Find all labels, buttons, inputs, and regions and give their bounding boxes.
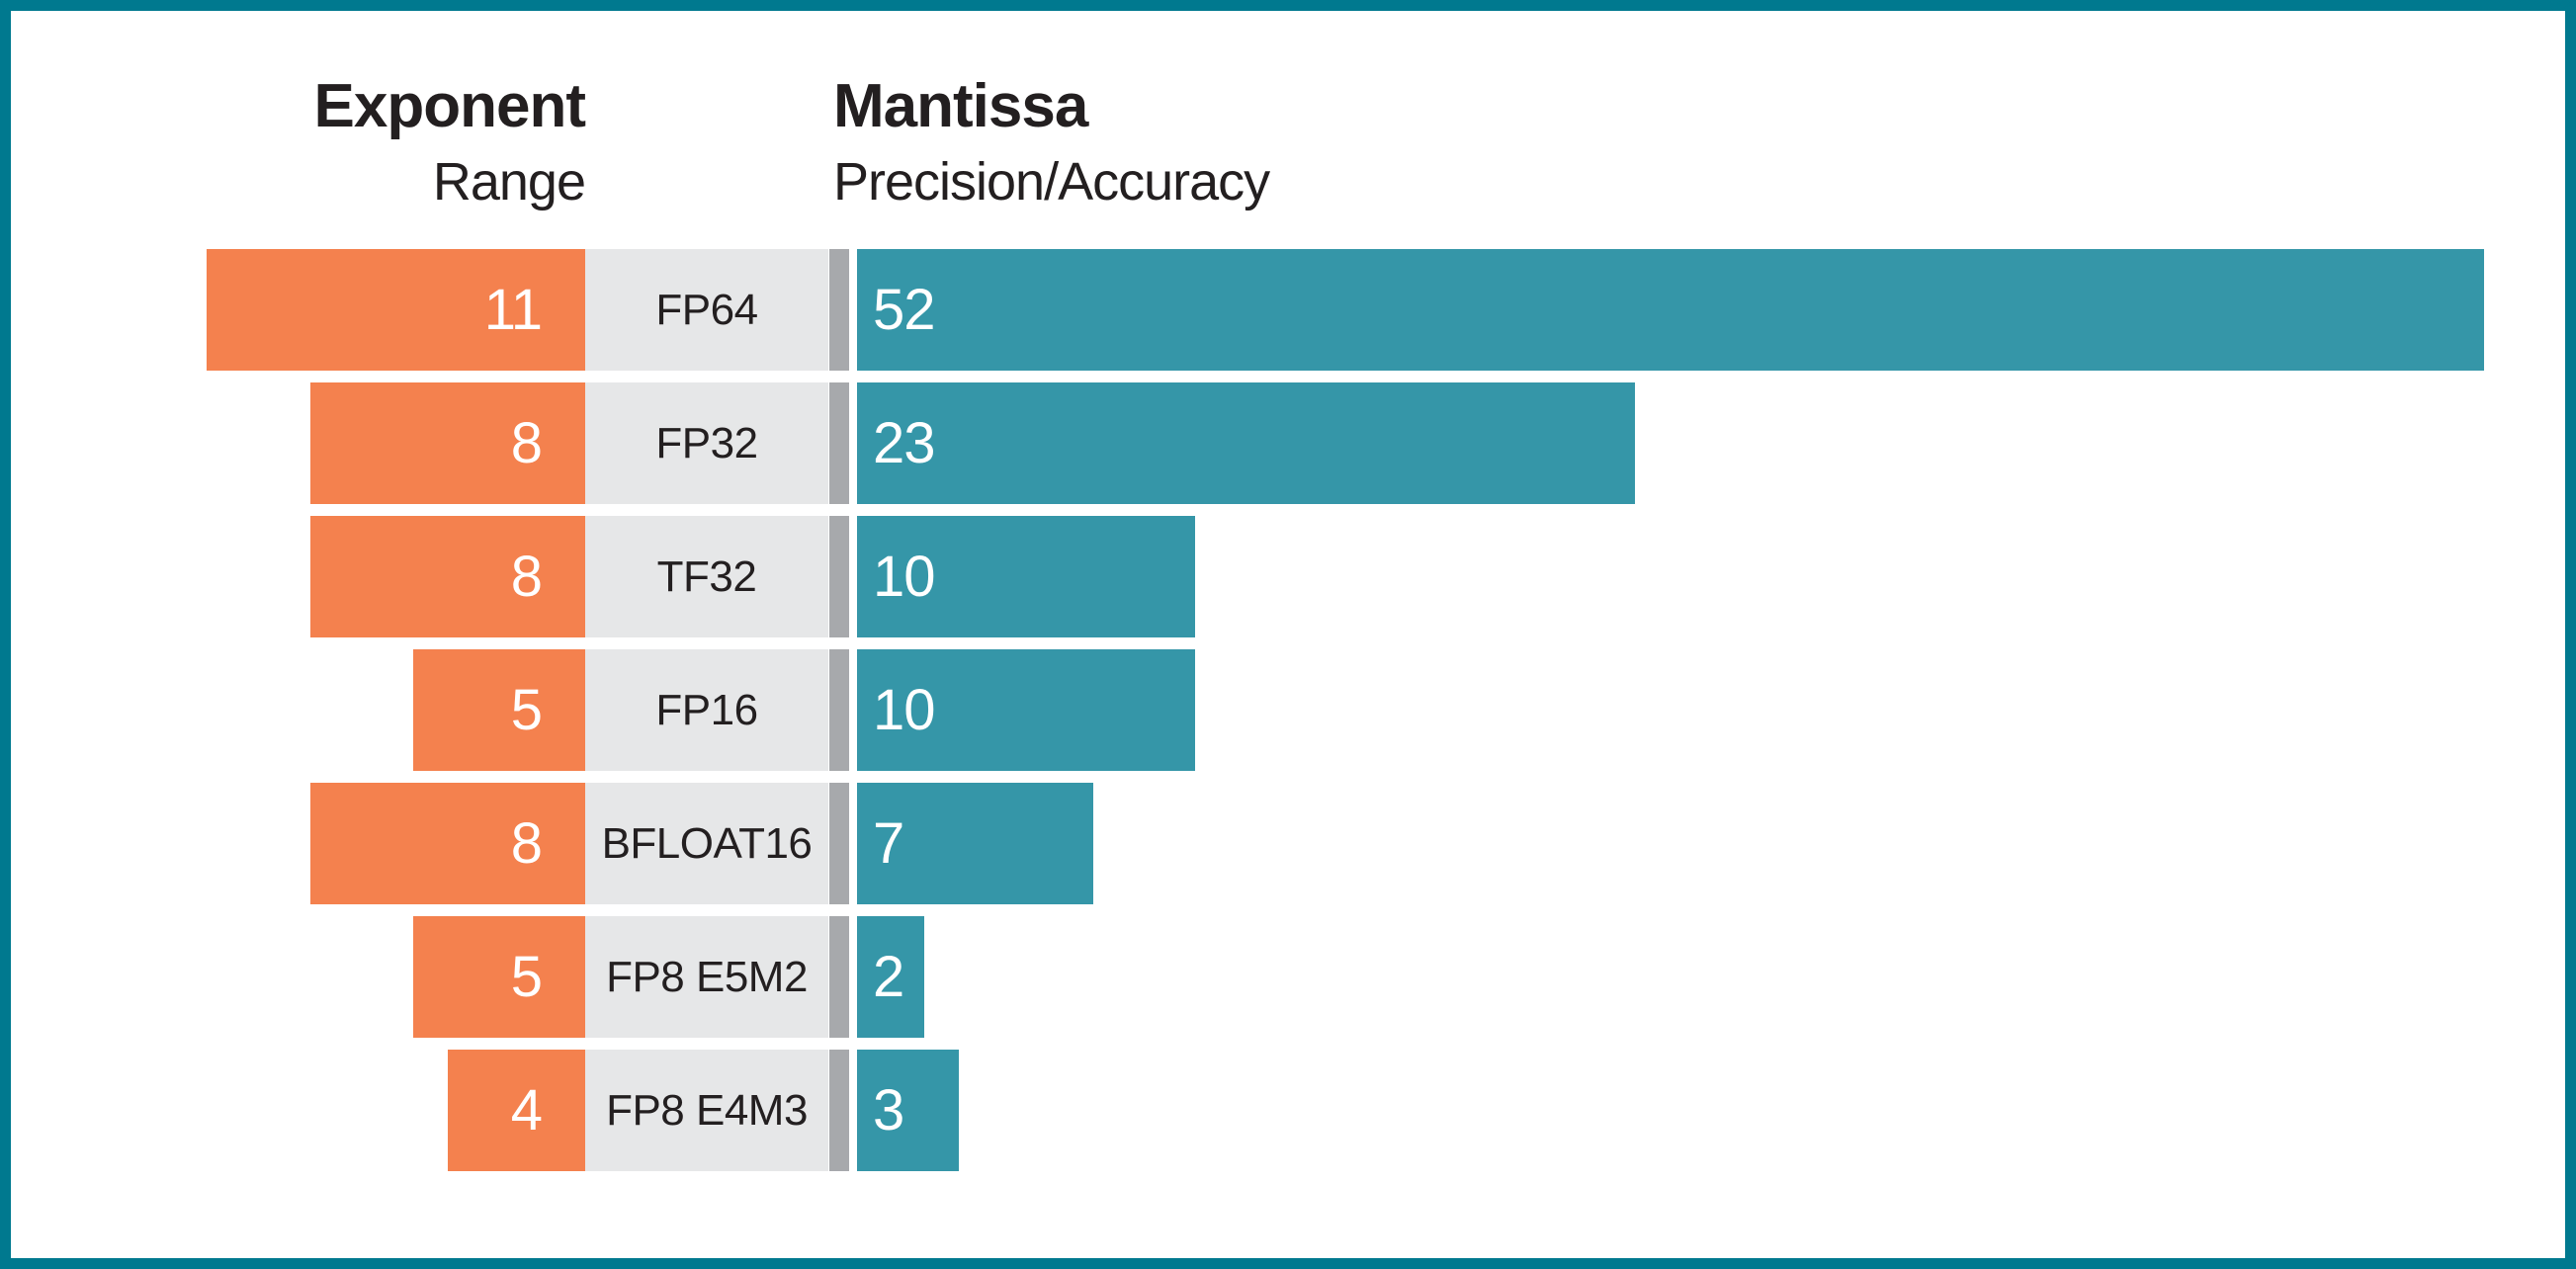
format-row-fp64: 11 FP64 52 — [11, 249, 2565, 371]
exponent-bar: 11 — [207, 249, 585, 371]
sign-bit-divider — [829, 516, 849, 637]
format-row-fp8-e4m3: 4 FP8 E4M3 3 — [11, 1050, 2565, 1171]
sign-bit-divider — [829, 1050, 849, 1171]
sign-bit-divider — [829, 382, 849, 504]
mantissa-bits-value: 23 — [873, 410, 936, 475]
mantissa-bits-value: 10 — [873, 677, 936, 742]
format-label: FP8 E5M2 — [606, 952, 808, 1001]
format-label: FP64 — [655, 285, 758, 334]
mantissa-bar: 52 — [857, 249, 2484, 371]
exponent-header: Exponent — [313, 72, 586, 140]
exponent-bar: 5 — [413, 916, 585, 1038]
mantissa-subheader: Precision/Accuracy — [833, 152, 1270, 212]
exponent-bar: 8 — [310, 783, 585, 904]
sign-bit-divider — [829, 249, 849, 371]
format-label: BFLOAT16 — [601, 818, 813, 868]
exponent-bits-value: 11 — [483, 277, 543, 342]
mantissa-bar: 2 — [857, 916, 924, 1038]
sign-bit-divider — [829, 649, 849, 771]
format-label-cell: FP8 E4M3 — [585, 1050, 828, 1171]
mantissa-bar: 10 — [857, 649, 1195, 771]
exponent-bits-value: 5 — [510, 944, 543, 1009]
format-label-cell: FP16 — [585, 649, 828, 771]
mantissa-bits-value: 52 — [873, 277, 936, 342]
format-row-fp32: 8 FP32 23 — [11, 382, 2565, 504]
format-label: FP16 — [655, 685, 758, 734]
chart-canvas: Exponent Range Mantissa Precision/Accura… — [11, 11, 2565, 1258]
exponent-bits-value: 5 — [510, 677, 543, 742]
mantissa-bar: 3 — [857, 1050, 959, 1171]
mantissa-bits-value: 3 — [873, 1077, 904, 1142]
format-label: TF32 — [656, 551, 757, 601]
exponent-bar: 5 — [413, 649, 585, 771]
format-label-cell: FP8 E5M2 — [585, 916, 828, 1038]
exponent-bar: 8 — [310, 516, 585, 637]
format-label: FP8 E4M3 — [606, 1085, 808, 1135]
format-row-tf32: 8 TF32 10 — [11, 516, 2565, 637]
exponent-bar: 4 — [448, 1050, 585, 1171]
exponent-bits-value: 8 — [510, 410, 543, 475]
exponent-bits-value: 8 — [510, 810, 543, 876]
sign-bit-divider — [829, 916, 849, 1038]
format-label-cell: BFLOAT16 — [585, 783, 828, 904]
mantissa-bits-value: 7 — [873, 810, 904, 876]
format-row-bfloat16: 8 BFLOAT16 7 — [11, 783, 2565, 904]
exponent-bits-value: 4 — [510, 1077, 543, 1142]
format-label-cell: TF32 — [585, 516, 828, 637]
mantissa-bits-value: 10 — [873, 544, 936, 609]
sign-bit-divider — [829, 783, 849, 904]
format-label-cell: FP64 — [585, 249, 828, 371]
mantissa-bar: 23 — [857, 382, 1635, 504]
exponent-subheader: Range — [432, 152, 586, 212]
mantissa-header: Mantissa — [833, 72, 1088, 140]
mantissa-bits-value: 2 — [873, 944, 904, 1009]
format-row-fp8-e5m2: 5 FP8 E5M2 2 — [11, 916, 2565, 1038]
exponent-bar: 8 — [310, 382, 585, 504]
format-label-cell: FP32 — [585, 382, 828, 504]
mantissa-bar: 7 — [857, 783, 1093, 904]
format-label: FP32 — [655, 418, 758, 467]
format-row-fp16: 5 FP16 10 — [11, 649, 2565, 771]
exponent-bits-value: 8 — [510, 544, 543, 609]
mantissa-bar: 10 — [857, 516, 1195, 637]
